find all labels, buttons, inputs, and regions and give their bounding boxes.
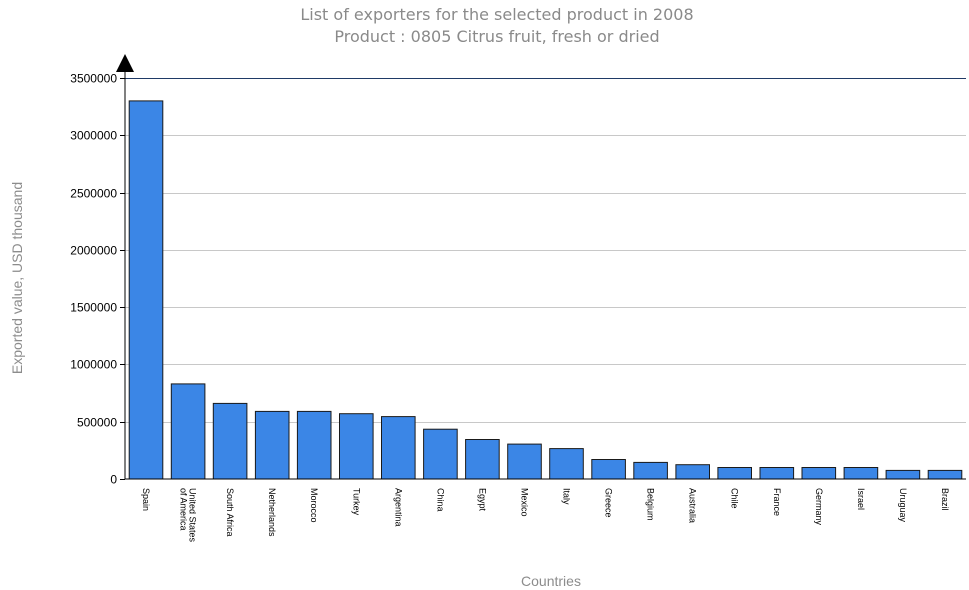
x-category-label: Greece bbox=[604, 488, 614, 518]
chart-subtitle: Product : 0805 Citrus fruit, fresh or dr… bbox=[334, 27, 659, 46]
bar bbox=[759, 467, 795, 480]
x-category-label: Argentina bbox=[393, 488, 403, 527]
chart-title: List of exporters for the selected produ… bbox=[300, 5, 693, 24]
y-tick-label: 500000 bbox=[77, 416, 117, 430]
x-axis-label: Countries bbox=[521, 573, 581, 589]
bar bbox=[801, 467, 837, 480]
x-category-label: Belgium bbox=[646, 488, 656, 521]
y-axis-label: Exported value, USD thousand bbox=[9, 182, 25, 374]
bar bbox=[212, 402, 248, 480]
x-category-label: Uruguay bbox=[898, 488, 908, 523]
bar bbox=[296, 410, 332, 480]
y-tick-label: 2000000 bbox=[70, 244, 117, 258]
bar bbox=[717, 467, 753, 480]
x-category-label: China bbox=[435, 488, 445, 512]
x-category-label: Egypt bbox=[477, 488, 487, 512]
x-category-label: Turkey bbox=[351, 488, 361, 516]
x-category-label: Germany bbox=[814, 488, 824, 526]
bar bbox=[170, 383, 206, 480]
bars bbox=[128, 100, 963, 480]
x-category-label: Australia bbox=[688, 488, 698, 523]
y-tick-label: 2500000 bbox=[70, 187, 117, 201]
y-tick-labels: 0 500000 1000000 1500000 2000000 2500000 30000… bbox=[70, 72, 117, 487]
x-category-label: Mexico bbox=[520, 488, 530, 517]
y-axis-arrow-icon bbox=[116, 54, 134, 72]
bar bbox=[507, 443, 542, 480]
bar bbox=[591, 459, 626, 480]
y-tick-label: 1000000 bbox=[70, 358, 117, 372]
bar bbox=[549, 448, 584, 480]
x-category-label: Italy bbox=[562, 488, 572, 505]
x-category-label: Israel bbox=[856, 488, 866, 510]
x-category-label: France bbox=[772, 488, 782, 516]
x-category-label: Netherlands bbox=[267, 488, 277, 537]
y-tick-label: 0 bbox=[110, 473, 117, 487]
bar bbox=[465, 439, 500, 480]
bar bbox=[843, 467, 879, 480]
bar bbox=[339, 413, 374, 480]
bar bbox=[885, 469, 921, 480]
x-category-label: Brazil bbox=[940, 488, 950, 511]
y-tick-label: 3000000 bbox=[70, 129, 117, 143]
x-category-label: Morocco bbox=[309, 488, 319, 523]
bar bbox=[675, 464, 711, 480]
x-category-label: United Statesof America bbox=[179, 488, 198, 543]
bar bbox=[381, 416, 416, 480]
bar bbox=[128, 100, 164, 480]
bar bbox=[633, 461, 668, 480]
bar bbox=[254, 410, 290, 480]
bar bbox=[423, 428, 458, 480]
y-tick-label: 3500000 bbox=[70, 72, 117, 86]
x-category-label: Chile bbox=[730, 488, 740, 509]
bar bbox=[927, 469, 963, 480]
x-category-label: Spain bbox=[141, 488, 151, 511]
x-category-label: South Africa bbox=[225, 488, 235, 537]
y-tick-label: 1500000 bbox=[70, 301, 117, 315]
x-category-labels: Spain United Statesof America South Africa… bbox=[141, 488, 950, 543]
